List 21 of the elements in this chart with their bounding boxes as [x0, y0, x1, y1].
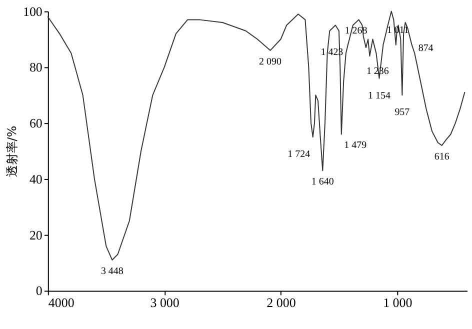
annotation: 1 479 [344, 140, 367, 152]
annotation: 2 090 [259, 56, 282, 68]
annotation: 3 448 [100, 266, 124, 277]
x-tick-label: 1 000 [383, 295, 412, 310]
line-series [47, 10, 466, 260]
x-tick-label: 2 000 [266, 295, 296, 310]
annotation: 1 640 [311, 176, 334, 188]
annotation: 616 [434, 151, 450, 162]
y-axis-title: 透射率/% [4, 126, 19, 178]
x-tick-label: 3 000 [150, 295, 180, 310]
y-tick-label: 20 [29, 227, 42, 242]
annotation: 1 154 [368, 90, 390, 102]
y-tick-label: 40 [29, 171, 42, 186]
annotation: 1 724 [288, 149, 310, 160]
y-tick-label: 80 [29, 60, 42, 75]
x-tick-label: 4000 [48, 295, 74, 310]
annotation: 874 [418, 42, 434, 54]
y-tick-label: 0 [36, 283, 42, 298]
annotation: 957 [394, 107, 410, 118]
y-tick-label: 60 [29, 116, 42, 131]
y-tick-label: 100 [22, 4, 42, 19]
